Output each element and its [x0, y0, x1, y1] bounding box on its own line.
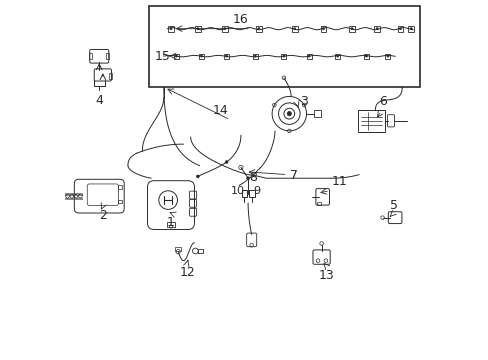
- Bar: [224, 54, 228, 59]
- Bar: [75, 198, 78, 199]
- Text: 5: 5: [389, 199, 398, 212]
- Text: 16: 16: [233, 13, 248, 26]
- Bar: [89, 53, 92, 59]
- Bar: [397, 26, 403, 32]
- Circle shape: [399, 28, 401, 30]
- Bar: [291, 26, 297, 32]
- Text: 1: 1: [167, 216, 175, 229]
- Bar: [252, 54, 257, 59]
- Circle shape: [365, 55, 367, 57]
- Bar: [306, 54, 311, 59]
- Circle shape: [196, 175, 199, 178]
- Bar: [407, 26, 413, 32]
- Bar: [373, 26, 379, 32]
- Circle shape: [196, 28, 199, 30]
- Text: 3: 3: [300, 95, 307, 108]
- Bar: [249, 190, 254, 197]
- Circle shape: [282, 55, 285, 57]
- Text: 6: 6: [378, 95, 386, 108]
- Bar: [66, 198, 69, 199]
- Bar: [70, 193, 73, 195]
- Bar: [348, 26, 354, 32]
- Bar: [255, 26, 261, 32]
- Circle shape: [293, 28, 295, 30]
- Text: 2: 2: [99, 209, 106, 222]
- Bar: [66, 193, 69, 195]
- Bar: [175, 247, 181, 251]
- Bar: [75, 193, 78, 195]
- Circle shape: [386, 55, 388, 57]
- Text: 9: 9: [253, 186, 260, 197]
- Circle shape: [224, 161, 227, 163]
- Bar: [358, 110, 385, 132]
- Circle shape: [286, 112, 291, 116]
- Bar: [174, 54, 179, 59]
- Bar: [70, 198, 73, 199]
- Bar: [61, 198, 64, 199]
- Circle shape: [225, 55, 227, 57]
- Text: 12: 12: [179, 266, 195, 279]
- Bar: [281, 54, 286, 59]
- Bar: [106, 53, 109, 59]
- Bar: [363, 54, 368, 59]
- Bar: [79, 193, 81, 195]
- Text: 10: 10: [231, 186, 244, 197]
- Circle shape: [336, 55, 338, 57]
- Circle shape: [375, 28, 378, 30]
- Bar: [241, 190, 247, 197]
- Bar: [79, 198, 81, 199]
- Text: 11: 11: [330, 175, 346, 188]
- Circle shape: [254, 55, 256, 57]
- Bar: [385, 54, 389, 59]
- Bar: [317, 202, 320, 205]
- Bar: [314, 110, 320, 117]
- Circle shape: [246, 177, 249, 180]
- Bar: [168, 26, 174, 32]
- Bar: [61, 193, 64, 195]
- Bar: [118, 185, 122, 189]
- Text: 15: 15: [154, 50, 170, 63]
- Text: 8: 8: [248, 171, 256, 184]
- Text: 7: 7: [290, 169, 298, 182]
- Circle shape: [322, 28, 324, 30]
- Text: 4: 4: [95, 94, 103, 107]
- Circle shape: [307, 55, 309, 57]
- Text: 13: 13: [318, 269, 333, 282]
- Circle shape: [257, 28, 260, 30]
- Circle shape: [200, 55, 202, 57]
- Circle shape: [175, 55, 177, 57]
- Bar: [167, 222, 174, 227]
- Bar: [109, 73, 112, 78]
- Bar: [118, 200, 122, 203]
- Circle shape: [223, 28, 225, 30]
- Bar: [149, 6, 419, 87]
- Text: 14: 14: [212, 104, 228, 117]
- Bar: [197, 249, 202, 253]
- Bar: [320, 26, 325, 32]
- Circle shape: [350, 28, 352, 30]
- Bar: [195, 26, 201, 32]
- Bar: [335, 54, 340, 59]
- Circle shape: [409, 28, 411, 30]
- Circle shape: [169, 28, 172, 30]
- Bar: [222, 26, 227, 32]
- Bar: [199, 54, 203, 59]
